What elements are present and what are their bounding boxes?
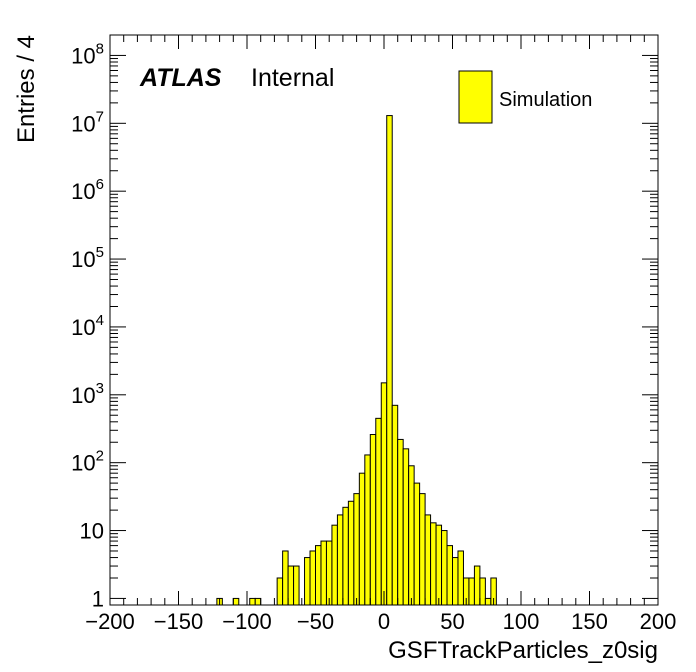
histogram-bar [380, 382, 388, 606]
x-tick-label: 0 [378, 609, 390, 634]
y-tick-label: 103 [71, 380, 104, 408]
histogram-bar [320, 540, 327, 606]
histogram-bar [457, 550, 464, 606]
histogram-bar [484, 597, 492, 606]
histogram-bar [369, 434, 377, 606]
histogram-bar [358, 472, 366, 606]
histogram-bar [468, 577, 475, 606]
legend-swatch-simulation [458, 70, 493, 124]
histogram-bar [430, 522, 437, 606]
histogram-bar [435, 524, 443, 606]
y-tick-label: 107 [71, 108, 104, 136]
y-tick-label: 105 [71, 244, 104, 272]
histogram-bar [441, 530, 448, 606]
y-tick-label: 102 [71, 448, 104, 476]
histogram-bar [336, 514, 344, 606]
internal-label: Internal [251, 64, 334, 92]
y-tick-label: 106 [71, 176, 104, 204]
x-tick-label: 200 [640, 609, 677, 634]
histogram-bar [353, 493, 360, 606]
axis-ticks [109, 34, 659, 605]
histogram-bar [397, 438, 404, 606]
histogram-bar [293, 565, 300, 606]
x-tick-label: −100 [222, 609, 272, 634]
histogram-bar [232, 597, 240, 606]
histogram-bar [287, 565, 295, 606]
histogram-bar [419, 493, 426, 606]
histogram-bar [413, 482, 421, 606]
x-tick-label: 50 [440, 609, 464, 634]
histogram-bar [304, 557, 311, 606]
x-tick-labels: −200 −150 −100 −50 0 50 100 150 200 [85, 609, 676, 634]
histogram-bar [254, 597, 262, 606]
y-tick-label: 10 [80, 519, 104, 544]
y-tick-label: 1 [92, 586, 104, 611]
x-tick-label: 100 [503, 609, 540, 634]
histogram-bars [216, 115, 497, 606]
x-axis-title: GSFTrackParticles_z0sig [388, 637, 658, 664]
histogram-bar [325, 540, 333, 606]
x-tick-label: −50 [297, 609, 334, 634]
histogram-bar [309, 550, 316, 606]
histogram-bar [479, 577, 486, 606]
x-tick-label: −150 [154, 609, 204, 634]
histogram-bar [347, 500, 355, 606]
histogram-bar [315, 545, 322, 606]
histogram-bar [452, 557, 459, 606]
legend-label-simulation: Simulation [499, 89, 592, 111]
histogram-bar [391, 404, 399, 606]
histogram-bar [364, 454, 371, 606]
histogram-bar [276, 577, 284, 606]
histogram-bar [386, 115, 393, 606]
x-tick-label: −200 [85, 609, 135, 634]
y-tick-label: 104 [71, 312, 104, 340]
histogram-bar [473, 565, 481, 606]
histogram-bar [402, 448, 410, 606]
histogram-bar [249, 597, 256, 606]
histogram-bar [331, 524, 338, 606]
y-axis-title: Entries / 4 [13, 35, 40, 143]
histogram-bar [375, 417, 382, 606]
y-tick-label: 108 [71, 40, 104, 68]
histogram-bar [408, 465, 415, 606]
histogram-bar [446, 545, 453, 606]
x-tick-label: 150 [571, 609, 608, 634]
histogram-bar [424, 514, 432, 606]
atlas-label: ATLAS [139, 64, 222, 92]
y-tick-labels: 1 10 102 103 104 105 106 107 108 [71, 40, 104, 611]
histogram-bar [342, 506, 349, 606]
histogram-bar [282, 550, 289, 606]
